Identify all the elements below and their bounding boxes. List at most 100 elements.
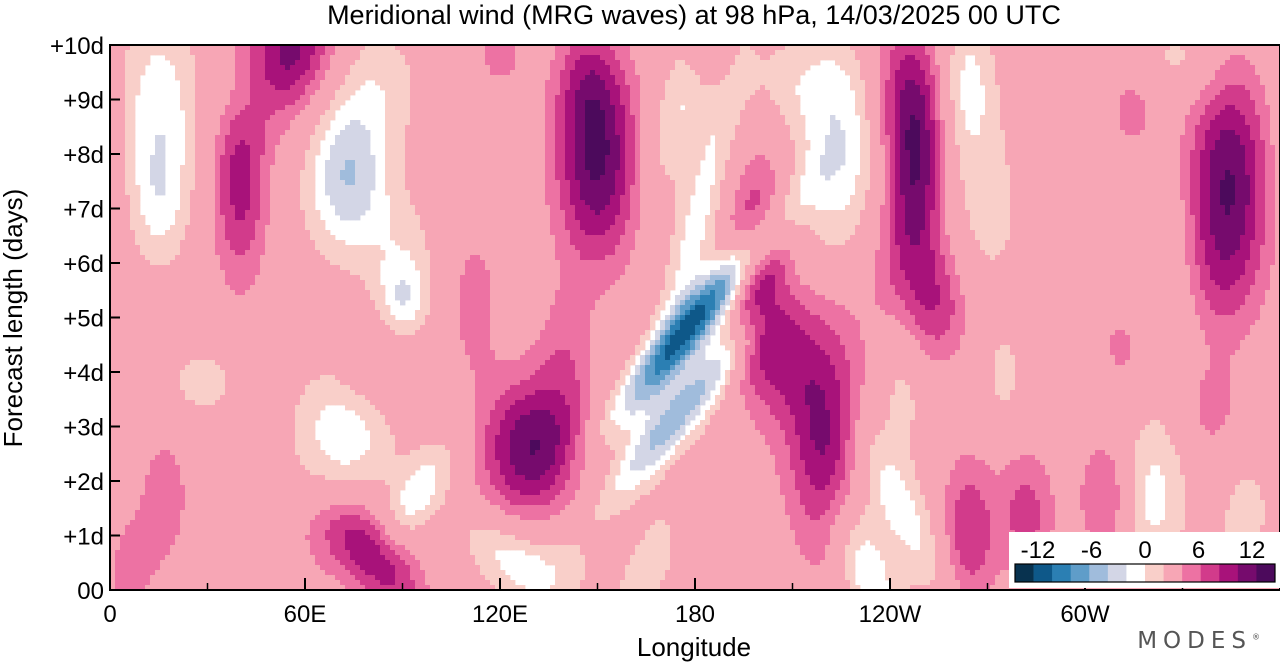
contour-cell [300,135,306,141]
contour-cell [990,75,996,81]
contour-cell [305,130,311,136]
contour-cell [765,50,771,56]
contour-cell [230,150,236,156]
contour-cell [885,120,891,126]
contour-cell [460,90,466,96]
contour-cell [1125,100,1131,106]
contour-cell [240,65,246,71]
contour-cell [255,140,261,146]
contour-cell [890,60,896,66]
contour-cell [255,65,261,71]
contour-cell [415,155,421,161]
contour-cell [745,150,751,156]
contour-cell [865,60,871,66]
contour-cell [1205,100,1211,106]
contour-cell [1170,145,1176,151]
contour-cell [265,120,271,126]
contour-cell [220,130,226,136]
contour-cell [125,150,131,156]
contour-cell [1105,155,1111,161]
contour-cell [1225,100,1231,106]
contour-cell [1040,145,1046,151]
contour-cell [1005,105,1011,111]
contour-cell [1175,100,1181,106]
contour-cell [790,60,796,66]
contour-cell [305,135,311,141]
contour-cell [535,60,541,66]
contour-cell [345,50,351,56]
contour-cell [455,145,461,151]
contour-cell [885,90,891,96]
contour-cell [990,150,996,156]
contour-cell [810,50,816,56]
contour-cell [595,85,601,91]
contour-cell [510,110,516,116]
contour-cell [460,55,466,61]
contour-cell [1115,110,1121,116]
contour-cell [715,120,721,126]
contour-cell [935,155,941,161]
contour-cell [575,110,581,116]
contour-cell [1200,45,1206,51]
contour-cell [705,80,711,86]
contour-cell [1010,85,1016,91]
contour-cell [660,150,666,156]
contour-cell [1190,140,1196,146]
contour-cell [325,55,331,61]
contour-cell [110,60,116,66]
contour-cell [420,60,426,66]
contour-cell [1140,105,1146,111]
contour-cell [860,115,866,121]
contour-cell [410,160,416,166]
contour-cell [415,115,421,121]
contour-cell [1090,85,1096,91]
contour-cell [455,120,461,126]
contour-cell [890,100,896,106]
contour-cell [1085,115,1091,121]
contour-cell [970,45,976,51]
contour-cell [1185,50,1191,56]
contour-cell [1060,95,1066,101]
contour-cell [1080,75,1086,81]
contour-cell [1035,150,1041,156]
contour-cell [120,125,126,131]
contour-cell [1250,95,1256,101]
contour-cell [435,90,441,96]
contour-cell [285,95,291,101]
contour-cell [250,50,256,56]
contour-cell [1185,125,1191,131]
contour-cell [1180,55,1186,61]
contour-cell [925,135,931,141]
contour-cell [275,80,281,86]
contour-cell [195,160,201,166]
contour-cell [625,60,631,66]
contour-cell [395,65,401,71]
contour-cell [350,150,356,156]
contour-cell [1155,70,1161,76]
contour-cell [1100,140,1106,146]
contour-cell [200,160,206,166]
contour-cell [1170,75,1176,81]
contour-cell [1195,125,1201,131]
contour-cell [1150,75,1156,81]
contour-cell [465,60,471,66]
contour-cell [175,45,181,51]
contour-cell [715,115,721,121]
contour-cell [680,100,686,106]
contour-cell [1235,130,1241,136]
contour-cell [945,115,951,121]
contour-cell [290,95,296,101]
contour-cell [245,155,251,161]
contour-cell [1015,90,1021,96]
contour-cell [845,55,851,61]
contour-cell [1240,65,1246,71]
contour-cell [935,105,941,111]
contour-cell [1250,120,1256,126]
contour-cell [1180,140,1186,146]
contour-cell [385,150,391,156]
contour-cell [1150,130,1156,136]
contour-cell [600,95,606,101]
contour-cell [1160,90,1166,96]
contour-cell [1225,155,1231,161]
contour-cell [770,80,776,86]
